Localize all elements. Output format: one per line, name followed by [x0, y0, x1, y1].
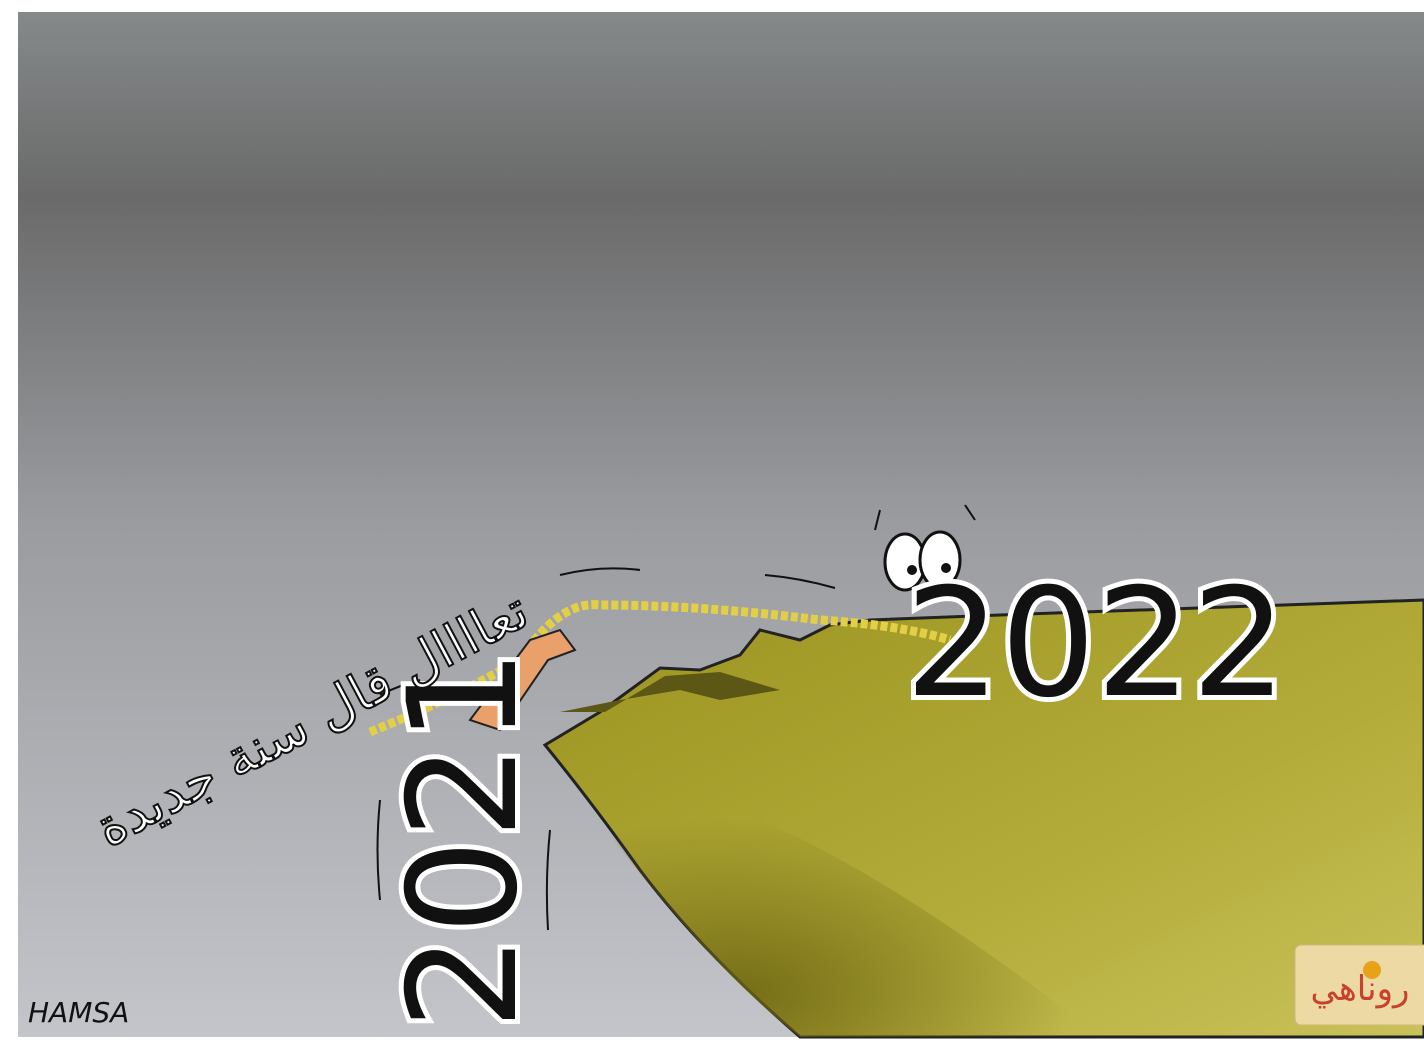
new-year: 2022 — [905, 557, 1287, 731]
signature: HAMSA — [28, 996, 129, 1029]
logo: روناهي — [1311, 969, 1410, 1009]
cartoon: 2022 2021 تعاااال قال سنة جديدة HAMSA رو… — [0, 0, 1424, 1059]
